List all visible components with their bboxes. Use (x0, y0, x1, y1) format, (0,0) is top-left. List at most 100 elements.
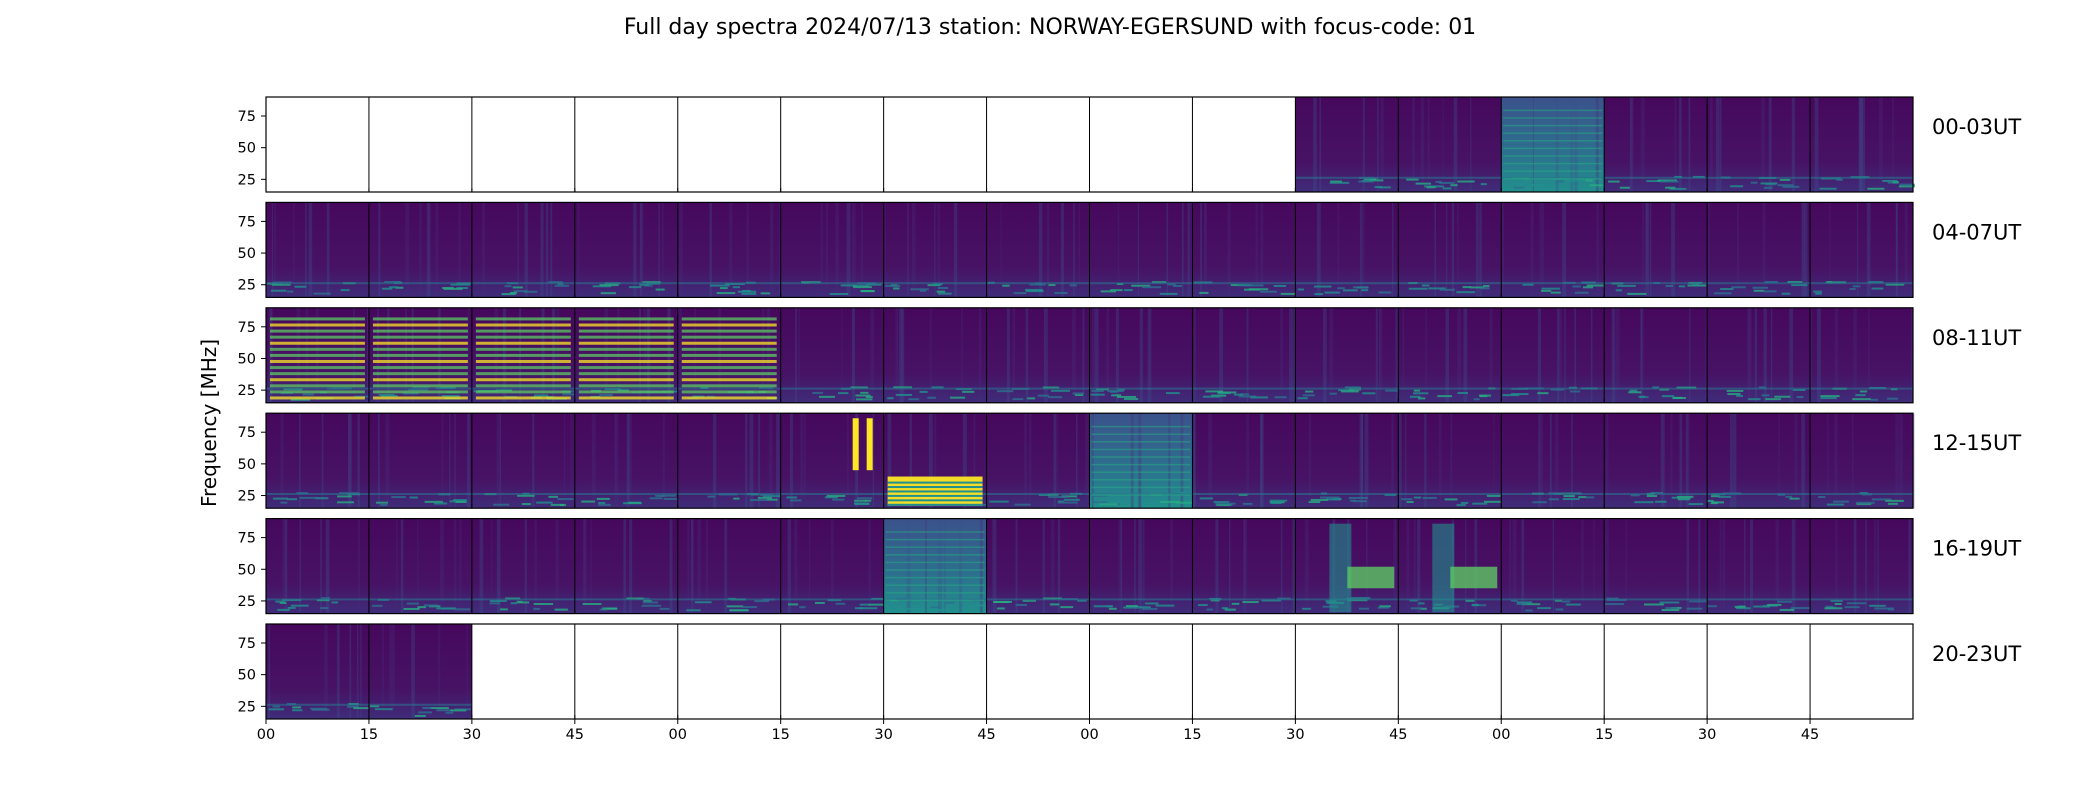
time-streak (795, 307, 797, 403)
empty-panel (574, 97, 678, 192)
time-streak (482, 202, 485, 298)
interference-line (372, 378, 468, 382)
emission-line (885, 584, 985, 586)
time-streak (614, 413, 619, 509)
empty-panel (574, 624, 678, 719)
noise-speck (380, 503, 388, 506)
time-streak (912, 202, 916, 298)
noise-speck (741, 292, 757, 295)
time-streak (1817, 307, 1821, 403)
spectrum-background (986, 518, 1090, 614)
time-streak (1748, 307, 1752, 403)
time-streak (909, 413, 912, 509)
time-streak (794, 518, 798, 614)
time-streak (1180, 413, 1184, 509)
time-streak (768, 413, 773, 509)
noise-speck (1199, 291, 1209, 294)
time-streak (396, 518, 398, 614)
noise-speck (1110, 289, 1123, 292)
spectrum-panel (986, 624, 1090, 719)
time-streak (1166, 202, 1169, 298)
noise-speck (1048, 496, 1068, 499)
interference-line (475, 390, 571, 394)
time-streak (1450, 413, 1453, 509)
noise-speck (1442, 187, 1452, 190)
noise-speck (887, 397, 894, 400)
spectrum-background (574, 518, 678, 614)
interference-line (372, 329, 468, 333)
band-line (1089, 493, 1193, 495)
interference-line (270, 317, 365, 321)
noise-speck (1852, 285, 1861, 288)
interference-line (578, 366, 674, 370)
time-streak (1085, 413, 1089, 509)
emission-line (1503, 109, 1603, 112)
time-streak (1763, 307, 1767, 403)
noise-speck (1582, 286, 1593, 289)
spectrum-panel (266, 624, 370, 719)
noise-speck (1643, 603, 1664, 606)
spectrum-panel (677, 307, 781, 403)
time-streak (1413, 518, 1416, 614)
noise-speck (1686, 607, 1703, 610)
band-line (368, 598, 472, 601)
noise-speck (1280, 292, 1295, 295)
noise-speck (602, 607, 617, 610)
interference-line (681, 335, 777, 339)
time-streak (591, 413, 596, 509)
noise-speck (1774, 395, 1791, 398)
spectrum-background (1501, 97, 1605, 192)
band-line (1501, 598, 1605, 601)
time-streak (1904, 202, 1908, 298)
noise-speck (599, 394, 613, 397)
spectrum-panel (1089, 202, 1193, 298)
noise-speck (1313, 285, 1332, 288)
interference-line (372, 335, 468, 339)
noise-speck (1764, 280, 1778, 283)
noise-speck (733, 497, 740, 500)
noise-speck (931, 609, 949, 612)
noise-speck (1415, 182, 1432, 185)
noise-speck (1574, 291, 1589, 294)
time-streak (1375, 307, 1378, 403)
band-line (1295, 176, 1399, 179)
spectrum-background (1089, 518, 1193, 614)
spectrum-panel (574, 624, 678, 719)
time-streak (959, 518, 963, 614)
noise-speck (272, 705, 280, 708)
time-streak (1590, 307, 1593, 403)
interference-line (578, 396, 674, 400)
spectrum-background (1089, 307, 1193, 403)
empty-panel (1604, 624, 1708, 719)
noise-speck (1750, 181, 1758, 184)
time-streak (937, 518, 942, 614)
empty-panel (1707, 624, 1811, 719)
interference-line (270, 390, 365, 394)
time-streak (1072, 307, 1076, 403)
noise-speck (864, 499, 872, 502)
time-streak (1731, 413, 1733, 509)
time-streak (691, 518, 694, 614)
band-line (1604, 598, 1708, 601)
x-tick-label: 15 (1595, 727, 1613, 743)
time-streak (534, 518, 537, 614)
empty-panel (1810, 624, 1913, 719)
noise-speck (337, 495, 352, 498)
time-streak (1227, 202, 1231, 298)
emission-line (1091, 456, 1191, 458)
empty-panel (677, 624, 781, 719)
noise-speck (1871, 287, 1884, 290)
time-streak (1243, 518, 1246, 614)
time-streak (1137, 202, 1139, 298)
time-streak (1362, 97, 1365, 192)
time-streak (934, 202, 936, 298)
spectrum-panel (1398, 202, 1502, 298)
interference-line (475, 323, 571, 327)
empty-panel (471, 97, 575, 192)
time-streak (1791, 518, 1796, 614)
noise-speck (762, 495, 783, 498)
noise-speck (1777, 184, 1794, 187)
time-streak (1474, 518, 1478, 614)
noise-speck (1887, 502, 1898, 505)
time-streak (271, 202, 273, 298)
